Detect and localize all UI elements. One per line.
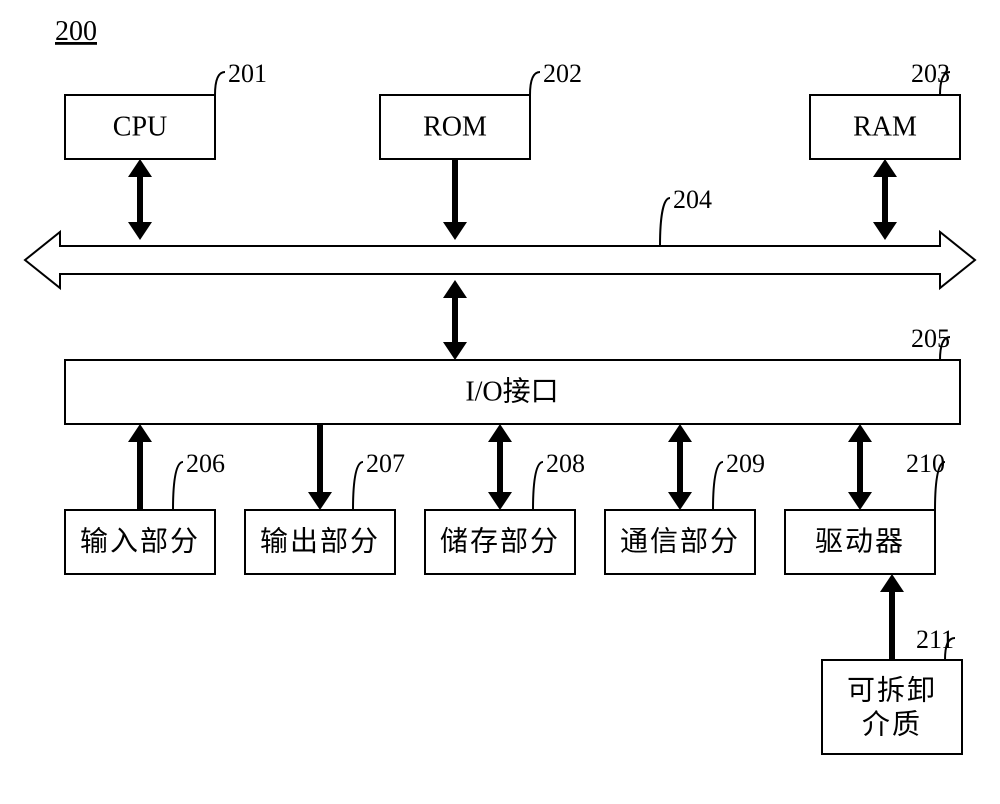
ref-205: 205 xyxy=(911,324,950,353)
arrow-io-driver xyxy=(848,424,872,510)
arrow-io-store xyxy=(488,424,512,510)
cpu-label: CPU xyxy=(113,111,167,142)
cpu-block: CPU xyxy=(65,95,215,159)
driver-label: 驱动器 xyxy=(815,526,905,557)
input-block: 输入部分 xyxy=(65,510,215,574)
ref-206: 206 xyxy=(186,449,225,478)
media-label-line1: 可拆卸 xyxy=(847,674,937,706)
arrow-ram-bus xyxy=(873,159,897,240)
rom-block: ROM xyxy=(380,95,530,159)
arrow-media-driver xyxy=(880,574,904,660)
comm-block: 通信部分 xyxy=(605,510,755,574)
arrow-io-output xyxy=(308,424,332,510)
driver-block: 驱动器 xyxy=(785,510,935,574)
bus-arrow xyxy=(25,232,975,288)
store-block: 储存部分 xyxy=(425,510,575,574)
arrow-cpu-bus xyxy=(128,159,152,240)
comm-label: 通信部分 xyxy=(620,525,740,557)
media-label-line2: 介质 xyxy=(862,708,922,740)
io-label: I/O接口 xyxy=(465,375,558,407)
figure-number: 200 xyxy=(55,16,97,47)
output-block: 输出部分 xyxy=(245,510,395,574)
ref-209: 209 xyxy=(726,449,765,478)
io-block: I/O接口 xyxy=(65,360,960,424)
ref-211: 211 xyxy=(916,625,954,654)
ref-202: 202 xyxy=(543,59,582,88)
media-block: 可拆卸 介质 xyxy=(822,660,962,754)
arrow-io-comm xyxy=(668,424,692,510)
ref-208: 208 xyxy=(546,449,585,478)
ram-label: RAM xyxy=(853,111,917,142)
output-label: 输出部分 xyxy=(260,525,380,557)
arrow-io-input xyxy=(128,424,152,510)
store-label: 储存部分 xyxy=(440,525,560,557)
ram-block: RAM xyxy=(810,95,960,159)
ref-201: 201 xyxy=(228,59,267,88)
system-block-diagram: 200 CPU ROM RAM I/O接口 输入部分 输出部分 储存部分 通信部… xyxy=(0,0,1000,804)
rom-label: ROM xyxy=(423,111,487,142)
arrow-bus-io xyxy=(443,280,467,360)
input-label: 输入部分 xyxy=(80,525,200,557)
arrow-rom-bus xyxy=(443,159,467,240)
ref-207: 207 xyxy=(366,449,405,478)
ref-203: 203 xyxy=(911,59,950,88)
ref-210: 210 xyxy=(906,449,945,478)
ref-204: 204 xyxy=(673,185,712,214)
